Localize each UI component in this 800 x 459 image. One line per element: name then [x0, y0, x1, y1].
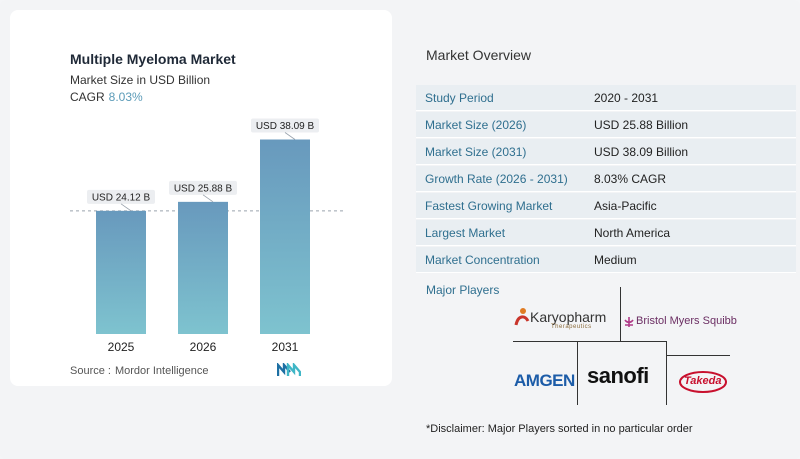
overview-value: USD 38.09 Billion	[594, 145, 689, 159]
market-overview-title: Market Overview	[426, 47, 532, 63]
overview-row: Study Period 2020 - 2031	[416, 85, 796, 111]
major-players-title: Major Players	[426, 283, 500, 297]
source-label: Source :	[70, 365, 111, 377]
overview-key: Fastest Growing Market	[425, 199, 553, 213]
sanofi-logo: sanofi	[587, 363, 649, 388]
grid-divider	[577, 341, 578, 405]
overview-row: Market Concentration Medium	[416, 247, 796, 273]
data-label-pointer	[120, 203, 132, 212]
overview-value: 8.03% CAGR	[594, 172, 667, 186]
overview-row: Fastest Growing Market Asia-Pacific	[416, 193, 796, 219]
mordor-intelligence-logo-icon	[277, 363, 301, 376]
category-label: 2031	[272, 340, 299, 354]
bar	[178, 201, 228, 334]
takeda-ellipse-icon	[679, 371, 727, 393]
takeda-name: Takeda	[684, 375, 722, 387]
takeda-logo: Takeda	[678, 370, 728, 394]
overview-value: USD 25.88 Billion	[594, 118, 689, 132]
karyopharm-sub: Therapeutics	[551, 324, 592, 330]
grid-divider	[513, 341, 577, 342]
overview-key: Market Concentration	[425, 253, 540, 267]
overview-value: North America	[594, 226, 671, 240]
major-players-grid: Karyopharm Therapeutics Bristol Myers Sq…	[416, 285, 800, 405]
overview-key: Growth Rate (2026 - 2031)	[425, 172, 568, 186]
source-note: Source : Mordor Intelligence	[70, 365, 209, 377]
chart-cagr: CAGR 8.03%	[70, 90, 143, 104]
overview-row: Growth Rate (2026 - 2031) 8.03% CAGR	[416, 166, 796, 192]
overview-key: Market Size (2031)	[425, 145, 527, 159]
data-label: USD 24.12 B	[92, 192, 151, 203]
data-label-background	[87, 189, 155, 204]
disclaimer: *Disclaimer: Major Players sorted in no …	[426, 423, 693, 435]
overview-row: Market Size (2031) USD 38.09 Billion	[416, 139, 796, 165]
overview-value: 2020 - 2031	[594, 91, 659, 105]
bms-symbol-icon	[624, 317, 634, 327]
category-label: 2025	[108, 340, 135, 354]
karyopharm-symbol-icon	[514, 308, 530, 326]
overview-key: Study Period	[425, 91, 494, 105]
chart-subtitle: Market Size in USD Billion	[70, 73, 211, 87]
overview-key: Market Size (2026)	[425, 118, 527, 132]
cagr-value: 8.03%	[108, 90, 143, 104]
amgen-logo: AMGEN	[514, 371, 575, 390]
grid-divider	[666, 341, 667, 405]
data-label-background	[251, 118, 319, 133]
data-label: USD 38.09 B	[256, 121, 315, 132]
overview-key: Largest Market	[425, 226, 506, 240]
source-value: Mordor Intelligence	[114, 365, 209, 377]
data-label-pointer	[284, 132, 296, 140]
karyopharm-name: Karyopharm	[530, 309, 607, 325]
grid-divider	[666, 355, 730, 356]
overview-value: Medium	[594, 253, 637, 267]
bar	[260, 139, 310, 334]
category-label: 2026	[190, 340, 217, 354]
bar	[96, 210, 146, 334]
chart-title: Multiple Myeloma Market	[70, 51, 236, 67]
grid-divider	[620, 287, 621, 341]
overview-value: Asia-Pacific	[594, 199, 657, 213]
market-overview-panel: Market Overview Study Period 2020 - 2031…	[416, 0, 800, 459]
bar-chart: USD 24.12 B 2025 USD 25.88 B 2026 USD 38.09 …	[70, 118, 346, 354]
grid-divider	[577, 341, 667, 342]
data-label-pointer	[202, 194, 214, 203]
bms-name: Bristol Myers Squibb	[636, 315, 737, 327]
cagr-label: CAGR	[70, 90, 105, 104]
overview-row: Market Size (2026) USD 25.88 Billion	[416, 112, 796, 138]
data-label: USD 25.88 B	[174, 183, 233, 194]
data-label-background	[169, 180, 237, 195]
overview-row: Largest Market North America	[416, 220, 796, 246]
